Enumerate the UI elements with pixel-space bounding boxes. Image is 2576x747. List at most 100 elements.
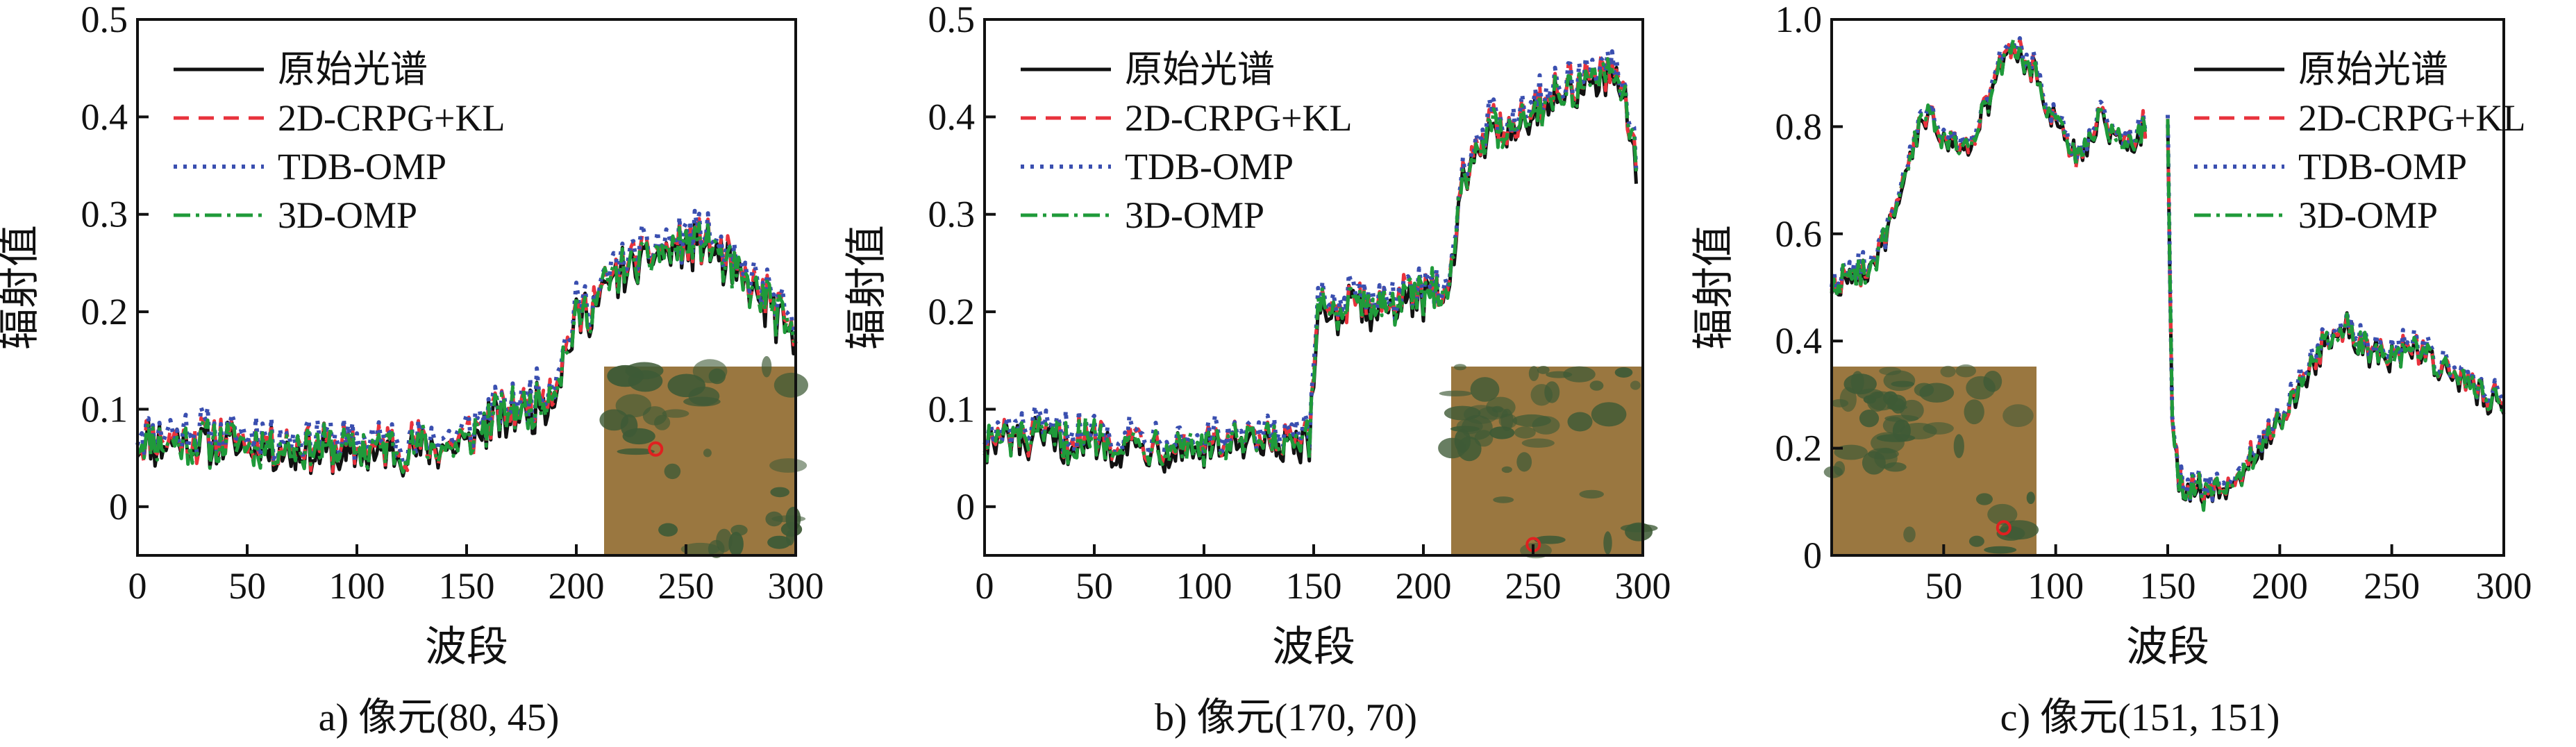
legend-label-crpg: 2D-CRPG+KL <box>2298 97 2525 139</box>
panel-a-inset <box>599 355 808 559</box>
series-line-omp3d <box>982 57 1638 467</box>
inset-texture-blob <box>1987 503 2018 526</box>
inset-texture-blob <box>1953 434 1964 458</box>
x-tick-label: 150 <box>1286 565 1342 607</box>
y-tick-label: 0.5 <box>81 0 128 40</box>
y-tick-label: 0.8 <box>1775 106 1823 147</box>
panel-a-legend-tdb: TDB-OMP <box>174 146 446 187</box>
y-tick-label: 0.1 <box>81 388 128 430</box>
inset-texture-blob <box>1470 377 1500 402</box>
legend-label-tdb: TDB-OMP <box>278 146 446 187</box>
inset-texture-blob <box>680 542 720 556</box>
panel-a-legend: 原始光谱 2D-CRPG+KL TDB-OMP 3D-OMP <box>174 49 505 236</box>
inset-texture-blob <box>1984 546 2017 554</box>
inset-texture-blob <box>1474 430 1494 447</box>
inset-texture-blob <box>1516 452 1532 472</box>
inset-texture-blob <box>1563 366 1596 383</box>
inset-texture-blob <box>770 487 789 498</box>
panel-c-caption: c) 像元(151, 151) <box>2000 696 2280 739</box>
inset-texture-blob <box>716 528 733 553</box>
inset-texture-blob <box>1567 412 1593 432</box>
inset-texture-blob <box>662 409 689 418</box>
inset-texture-blob <box>1589 380 1604 391</box>
panel-c-legend: 原始光谱 2D-CRPG+KL TDB-OMP 3D-OMP <box>2194 49 2525 236</box>
inset-texture-blob <box>1868 391 1896 411</box>
x-tick-label: 300 <box>2476 565 2532 607</box>
inset-texture-blob <box>1530 384 1553 406</box>
y-tick-label: 0.2 <box>928 291 976 333</box>
pixel-marker <box>648 441 664 457</box>
y-tick-label: 0.4 <box>81 96 128 137</box>
inset-texture-blob <box>1537 366 1550 374</box>
x-tick-label: 250 <box>2364 565 2420 607</box>
inset-texture-blob <box>2026 492 2035 504</box>
x-tick-label: 0 <box>128 565 147 607</box>
inset-texture-blob <box>1830 398 1849 408</box>
x-tick-label: 250 <box>658 565 714 607</box>
panel-c-legend-original: 原始光谱 <box>2194 49 2448 90</box>
legend-label-omp3d: 3D-OMP <box>1125 194 1264 236</box>
panel-c-x-axis-label: 波段 <box>2126 624 2209 670</box>
panel-c-y-axis-label: 辐射值 <box>1691 225 1737 350</box>
y-tick-label: 0.2 <box>81 291 128 333</box>
inset-texture-blob <box>728 532 744 557</box>
y-tick-label: 0.3 <box>928 194 976 235</box>
inset-texture-blob <box>767 535 792 549</box>
inset-texture-blob <box>1976 493 1993 505</box>
inset-texture-blob <box>1996 526 2025 541</box>
x-tick-label: 200 <box>2252 565 2308 607</box>
panel-a-ticks: 0 50 100 150 200 250 300 0 0.1 0.2 0.3 0.4 0.5 <box>81 0 824 607</box>
series-line-omp3d <box>136 220 796 474</box>
panel-b-x-axis-label: 波段 <box>1272 624 1355 670</box>
inset-texture-blob <box>615 394 651 418</box>
inset-texture-blob <box>620 414 638 437</box>
inset-texture-blob <box>1850 371 1864 394</box>
y-tick-label: 0.1 <box>928 388 976 430</box>
inset-texture-blob <box>1900 399 1924 421</box>
x-tick-label: 0 <box>976 565 994 607</box>
inset-texture-blob <box>1968 535 1984 547</box>
inset-texture-blob <box>1630 380 1641 390</box>
inset-texture-blob <box>1603 531 1612 555</box>
inset-texture-blob <box>1591 402 1627 427</box>
panel-a-legend-original: 原始光谱 <box>174 49 428 90</box>
inset-texture-blob <box>2002 404 2034 428</box>
y-tick-label: 0 <box>1803 535 1822 576</box>
inset-texture-blob <box>708 368 726 385</box>
legend-label-omp3d: 3D-OMP <box>2298 194 2438 236</box>
inset-texture-blob <box>1879 367 1902 376</box>
panel-c-legend-crpg: 2D-CRPG+KL <box>2194 97 2525 139</box>
panel-b-caption: b) 像元(170, 70) <box>1155 696 1417 739</box>
inset-texture-blob <box>761 355 772 378</box>
inset-texture-blob <box>607 364 644 387</box>
panel-b-y-axis-label: 辐射值 <box>844 225 889 350</box>
inset-texture-blob <box>1439 390 1472 396</box>
x-tick-label: 100 <box>2027 565 2084 607</box>
inset-texture-blob <box>1614 367 1633 378</box>
panel-b-legend-omp3d: 3D-OMP <box>1021 194 1264 236</box>
panel-a: 0 50 100 150 200 250 300 0 0.1 0.2 0.3 0.4 0.5 原始光谱 … <box>0 0 824 739</box>
inset-texture-blob <box>1625 522 1653 542</box>
panel-c: 50 100 150 200 250 300 0 0.2 0.4 0.6 0.8 1.0 原始光谱 2… <box>1691 0 2532 739</box>
x-tick-label: 300 <box>768 565 824 607</box>
inset-texture-blob <box>1891 380 1914 387</box>
inset-texture-blob <box>1892 419 1911 442</box>
panel-b-inset <box>1438 364 1658 559</box>
inset-texture-blob <box>1514 426 1536 439</box>
x-tick-label: 250 <box>1505 565 1562 607</box>
x-tick-label: 150 <box>439 565 495 607</box>
inset-texture-blob <box>1521 438 1555 448</box>
panel-a-y-axis-label: 辐射值 <box>0 225 42 350</box>
inset-texture-blob <box>658 523 678 537</box>
y-tick-label: 1.0 <box>1775 0 1823 40</box>
panel-c-legend-omp3d: 3D-OMP <box>2194 194 2438 236</box>
panel-a-caption: a) 像元(80, 45) <box>319 696 560 739</box>
y-tick-label: 0.6 <box>1775 213 1823 255</box>
panel-b-legend-tdb: TDB-OMP <box>1021 146 1294 187</box>
x-tick-label: 200 <box>549 565 605 607</box>
inset-texture-blob <box>703 448 712 458</box>
inset-texture-blob <box>1500 408 1514 432</box>
x-tick-label: 100 <box>1176 565 1232 607</box>
inset-texture-blob <box>1859 410 1880 428</box>
